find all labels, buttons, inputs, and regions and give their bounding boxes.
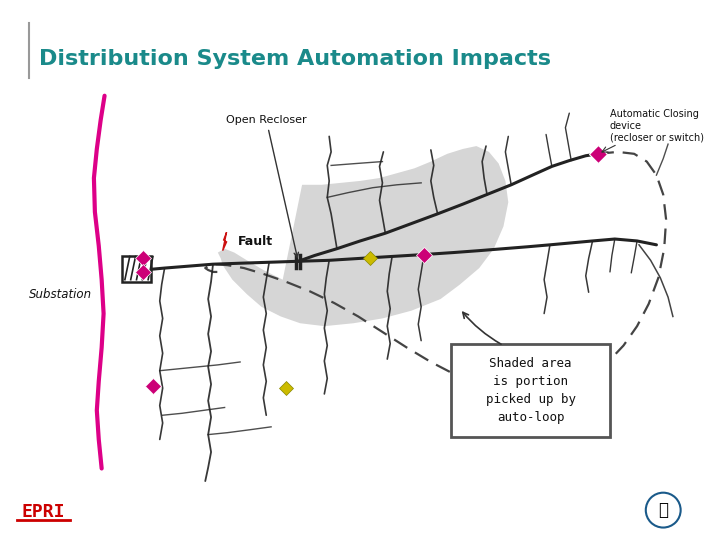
FancyBboxPatch shape — [451, 343, 610, 436]
Text: EPRI: EPRI — [22, 503, 66, 521]
Text: Substation: Substation — [29, 288, 92, 301]
Text: Open Recloser: Open Recloser — [226, 115, 307, 257]
Bar — [122, 256, 151, 282]
Text: device: device — [610, 120, 642, 131]
Polygon shape — [222, 232, 227, 251]
Text: Shaded area
is portion
picked up by
auto-loop: Shaded area is portion picked up by auto… — [485, 356, 575, 423]
Text: (recloser or switch): (recloser or switch) — [610, 132, 704, 142]
Text: Fault: Fault — [238, 235, 274, 248]
Text: Automatic Closing: Automatic Closing — [610, 109, 699, 119]
Polygon shape — [218, 146, 508, 326]
Text: Distribution System Automation Impacts: Distribution System Automation Impacts — [39, 49, 551, 69]
Text: 🌐: 🌐 — [658, 501, 668, 519]
